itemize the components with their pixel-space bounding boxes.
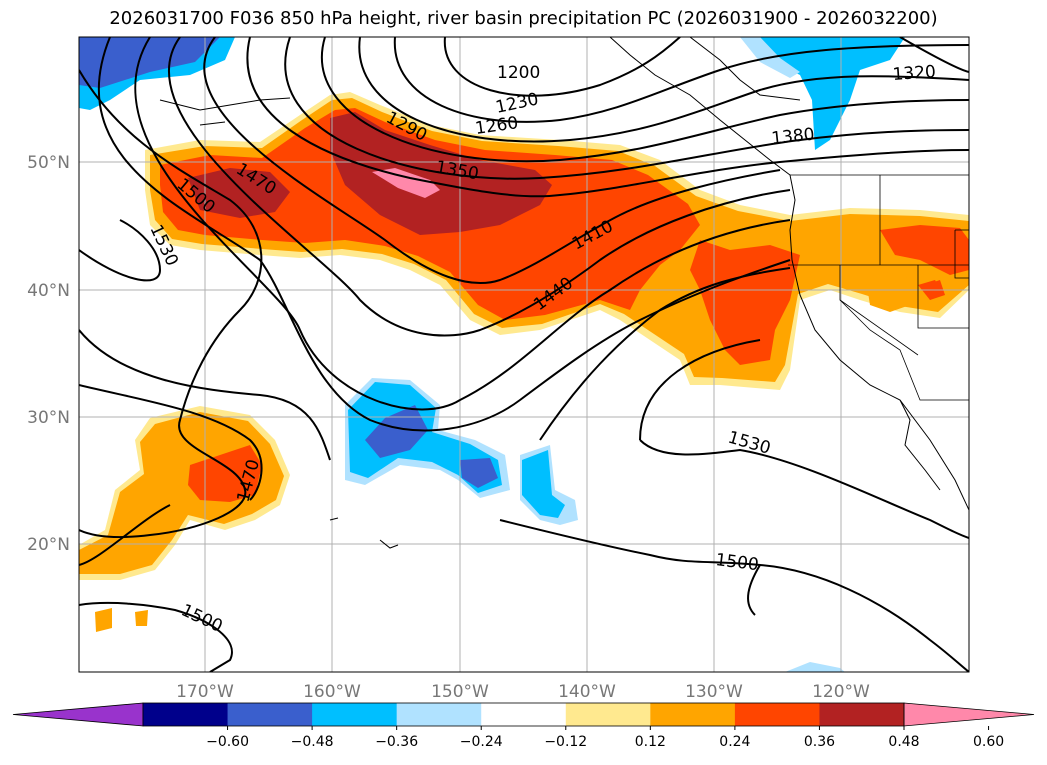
colorbar-segment: [819, 703, 905, 726]
colorbar: −0.60 −0.48 −0.36 −0.24 −0.12 0.12 0.24 0.36 0.4…: [12, 702, 1035, 750]
x-tick-label: 120°W: [812, 682, 870, 702]
colorbar-segment: [734, 703, 820, 726]
positive-anomaly-peak-pink: [372, 168, 440, 198]
colorbar-tick-label: −0.24: [460, 734, 503, 750]
y-tick-label: 20°N: [27, 535, 70, 555]
colorbar-tick-label: 0.12: [635, 734, 666, 750]
positive-anomaly-island-1: [95, 608, 112, 632]
x-tick-label: 160°W: [303, 682, 361, 702]
map-title: 2026031700 F036 850 hPa height, river ba…: [109, 8, 938, 29]
colorbar-tick-label: 0.24: [719, 734, 750, 750]
colorbar-tick-label: −0.36: [375, 734, 418, 750]
colorbar-segment: [481, 703, 567, 726]
colorbar-tick-label: 0.48: [888, 734, 919, 750]
positive-anomaly-east-island: [866, 272, 915, 312]
negative-anomaly-south-inner: [522, 450, 565, 518]
positive-anomaly-west-brown: [188, 168, 290, 218]
map-frame: [78, 36, 970, 673]
negative-anomaly-central-inner2: [460, 458, 498, 488]
colorbar-segment: [143, 703, 229, 726]
colorbar-tick-label: −0.48: [291, 734, 334, 750]
contour-label: 1320: [892, 62, 937, 85]
x-axis-ticks: 170°W 160°W 150°W 140°W 130°W 120°W: [176, 682, 870, 702]
colorbar-segment: [565, 703, 651, 726]
political-borders: [788, 174, 969, 401]
x-tick-label: 140°W: [558, 682, 616, 702]
colorbar-segment: [650, 703, 736, 726]
colorbar-tick-label: 0.36: [804, 734, 835, 750]
x-tick-label: 130°W: [685, 682, 743, 702]
contour-label: 1200: [497, 63, 540, 83]
y-tick-label: 50°N: [27, 153, 70, 173]
colorbar-extend-max: [903, 702, 1035, 727]
coastlines: [159, 37, 969, 549]
colorbar-extend-min: [12, 702, 144, 727]
colorbar-segment: [227, 703, 313, 726]
positive-anomaly-island-2: [135, 610, 148, 626]
colorbar-segment: [312, 703, 398, 726]
colorbar-frame: [142, 702, 905, 727]
y-axis-ticks: 50°N 40°N 30°N 20°N: [27, 153, 70, 555]
colorbar-tick-label: −0.12: [544, 734, 587, 750]
x-tick-label: 150°W: [431, 682, 489, 702]
y-tick-label: 30°N: [27, 408, 70, 428]
colorbar-tick-label: −0.60: [206, 734, 249, 750]
x-tick-label: 170°W: [176, 682, 234, 702]
negative-anomaly-nw-inner: [79, 37, 220, 88]
negative-anomaly-bottom: [785, 662, 845, 672]
colorbar-segment: [396, 703, 482, 726]
contour-label: 1380: [770, 125, 815, 149]
negative-anomaly-central-inner: [365, 405, 428, 458]
height-contours: [79, 37, 969, 672]
positive-anomaly-east2-redorange: [880, 225, 969, 275]
y-tick-label: 40°N: [27, 281, 70, 301]
colorbar-tick-label: 0.60: [973, 734, 1004, 750]
